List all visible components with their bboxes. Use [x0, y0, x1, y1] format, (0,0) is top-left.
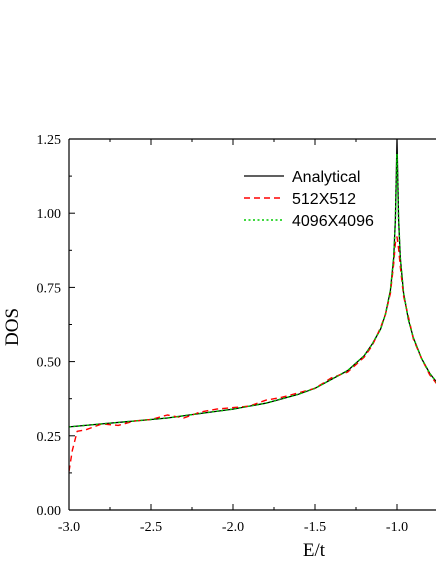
y-tick-label: 0.50: [37, 356, 62, 371]
y-tick-label: 0.00: [37, 504, 62, 519]
series-line-4096x4096: [69, 153, 436, 428]
y-tick-label: 0.75: [37, 281, 62, 296]
legend-label: 512X512: [292, 191, 356, 208]
legend-label: Analytical: [292, 169, 360, 186]
series-line-analytical: [69, 139, 436, 428]
x-tick-label: -2.0: [222, 520, 244, 535]
x-tick-label: -1.0: [386, 520, 408, 535]
x-tick-label: -3.0: [58, 520, 80, 535]
x-axis-title: E/t: [303, 540, 326, 561]
y-axis-title: DOS: [2, 308, 23, 346]
series-line-512x512: [69, 236, 436, 472]
ticks-layer: -3.0-2.5-2.0-1.5-1.0-0.50.00.51.010.000.…: [37, 133, 409, 535]
y-tick-label: 1.00: [37, 207, 62, 222]
x-tick-label: -2.5: [140, 520, 162, 535]
series-layer: [69, 139, 436, 472]
legend: Analytical 512X512 4096X4096: [244, 169, 374, 230]
axes-layer: [68, 138, 436, 511]
legend-label: 4096X4096: [292, 213, 374, 230]
y-tick-label: 1.25: [37, 133, 62, 148]
x-tick-label: -1.5: [304, 520, 326, 535]
y-tick-label: 0.25: [37, 430, 62, 445]
